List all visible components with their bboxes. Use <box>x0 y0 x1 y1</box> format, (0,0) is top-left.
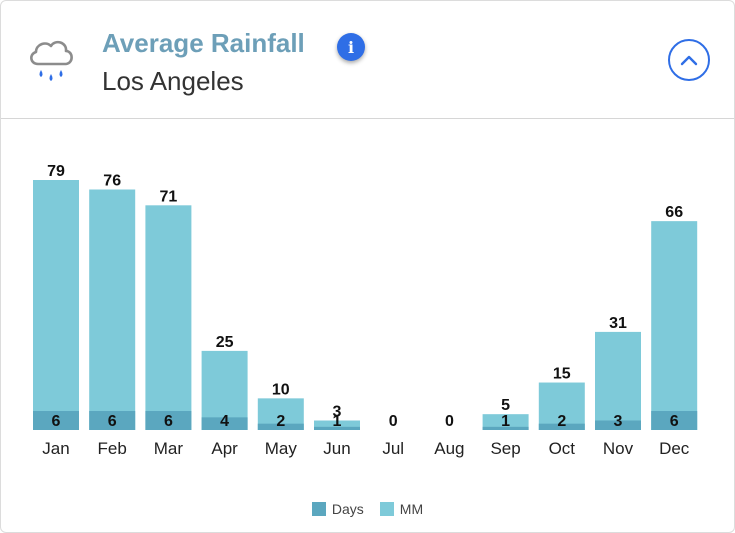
data-label-mm-mar: 71 <box>160 188 178 205</box>
bar-days-nov <box>595 420 641 430</box>
tick-label-aug: Aug <box>434 439 464 458</box>
data-label-mm-may: 10 <box>272 381 290 398</box>
bar-days-oct <box>538 423 585 430</box>
bar-days-may <box>257 423 304 430</box>
data-label-days-jan: 6 <box>52 413 61 430</box>
tick-label-jan: Jan <box>42 439 69 458</box>
tick-label-feb: Feb <box>98 439 127 458</box>
data-label-mm-feb: 76 <box>103 172 121 189</box>
data-label-mm-aug: 0 <box>445 413 454 430</box>
data-label-days-jun: 1 <box>333 413 342 430</box>
bar-days-apr <box>201 417 248 430</box>
data-label-mm-oct: 15 <box>553 366 571 383</box>
tick-label-oct: Oct <box>549 439 576 458</box>
data-label-days-oct: 2 <box>557 413 566 430</box>
data-label-days-mar: 6 <box>164 413 173 430</box>
data-label-days-may: 2 <box>276 413 285 430</box>
chevron-up-icon <box>680 55 698 66</box>
data-label-mm-jun: 3 <box>333 404 342 421</box>
legend-swatch-days <box>311 502 326 516</box>
data-label-mm-nov: 31 <box>609 315 627 332</box>
legend-label-days: Days <box>331 501 364 517</box>
chart-subtitle: Los Angeles <box>102 66 244 96</box>
bar-days-dec <box>651 411 698 430</box>
data-label-mm-dec: 66 <box>665 204 683 221</box>
bar-mm-jan <box>33 180 79 430</box>
tick-label-nov: Nov <box>603 439 634 458</box>
bar-mm-nov <box>595 331 641 430</box>
rain-cloud-icon <box>30 40 73 81</box>
tick-label-may: May <box>265 439 298 458</box>
data-label-mm-jul: 0 <box>389 413 398 430</box>
legend-swatch-mm <box>379 502 394 516</box>
collapse-button[interactable] <box>668 39 710 81</box>
data-label-mm-sep: 5 <box>501 397 510 414</box>
bar-mm-sep <box>482 414 529 430</box>
data-label-days-feb: 6 <box>108 413 117 430</box>
tick-label-dec: Dec <box>659 439 690 458</box>
data-label-days-sep: 1 <box>501 413 510 430</box>
data-label-days-apr: 4 <box>220 413 229 430</box>
rainfall-bar-chart: 796Jan766Feb716Mar254Apr102May31Jun0Jul0… <box>33 163 698 458</box>
bar-days-feb <box>89 411 136 430</box>
bar-mm-feb <box>89 189 136 430</box>
tick-label-jun: Jun <box>323 439 350 458</box>
info-button[interactable]: i <box>337 33 365 61</box>
bar-mm-jun <box>314 420 360 430</box>
bar-mm-apr <box>201 350 248 430</box>
chart-title: Average Rainfall <box>102 28 305 58</box>
legend-item-mm[interactable]: MM <box>379 501 424 517</box>
bar-days-jan <box>33 411 79 430</box>
chart-legend: Days MM <box>1 501 734 517</box>
card-header: Average Rainfall Los Angeles i <box>1 1 734 119</box>
bar-mm-mar <box>145 205 192 430</box>
bar-days-jun <box>314 426 360 430</box>
data-label-mm-jan: 79 <box>47 163 65 180</box>
tick-label-apr: Apr <box>211 439 238 458</box>
tick-label-sep: Sep <box>490 439 520 458</box>
bar-mm-dec <box>651 221 698 430</box>
data-label-mm-apr: 25 <box>216 334 234 351</box>
bar-days-sep <box>482 426 529 430</box>
tick-label-mar: Mar <box>154 439 184 458</box>
tick-label-jul: Jul <box>382 439 404 458</box>
legend-item-days[interactable]: Days <box>311 501 364 517</box>
legend-label-mm: MM <box>399 501 424 517</box>
data-label-days-dec: 6 <box>670 413 679 430</box>
bar-mm-oct <box>538 382 585 430</box>
data-label-days-nov: 3 <box>614 413 623 430</box>
bar-days-mar <box>145 411 192 430</box>
